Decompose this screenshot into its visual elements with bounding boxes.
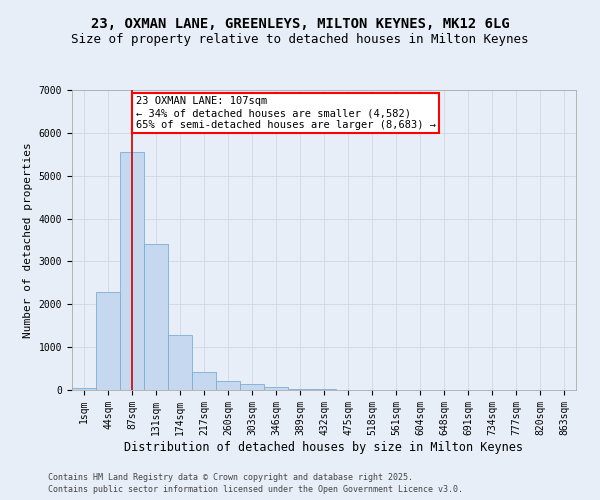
Y-axis label: Number of detached properties: Number of detached properties [23, 142, 33, 338]
Text: Contains public sector information licensed under the Open Government Licence v3: Contains public sector information licen… [48, 485, 463, 494]
Bar [192, 372, 216, 390]
Text: 23, OXMAN LANE, GREENLEYS, MILTON KEYNES, MK12 6LG: 23, OXMAN LANE, GREENLEYS, MILTON KEYNES… [91, 18, 509, 32]
Bar [168, 335, 192, 390]
Text: Contains HM Land Registry data © Crown copyright and database right 2025.: Contains HM Land Registry data © Crown c… [48, 472, 413, 482]
Bar [264, 386, 288, 390]
Bar [216, 382, 240, 390]
Text: 23 OXMAN LANE: 107sqm
← 34% of detached houses are smaller (4,582)
65% of semi-d: 23 OXMAN LANE: 107sqm ← 34% of detached … [136, 96, 436, 130]
Bar [96, 292, 120, 390]
Text: Size of property relative to detached houses in Milton Keynes: Size of property relative to detached ho… [71, 32, 529, 46]
Bar [120, 152, 144, 390]
Bar [240, 384, 264, 390]
Bar [288, 388, 312, 390]
X-axis label: Distribution of detached houses by size in Milton Keynes: Distribution of detached houses by size … [125, 440, 523, 454]
Bar [144, 244, 168, 390]
Bar [72, 388, 96, 390]
